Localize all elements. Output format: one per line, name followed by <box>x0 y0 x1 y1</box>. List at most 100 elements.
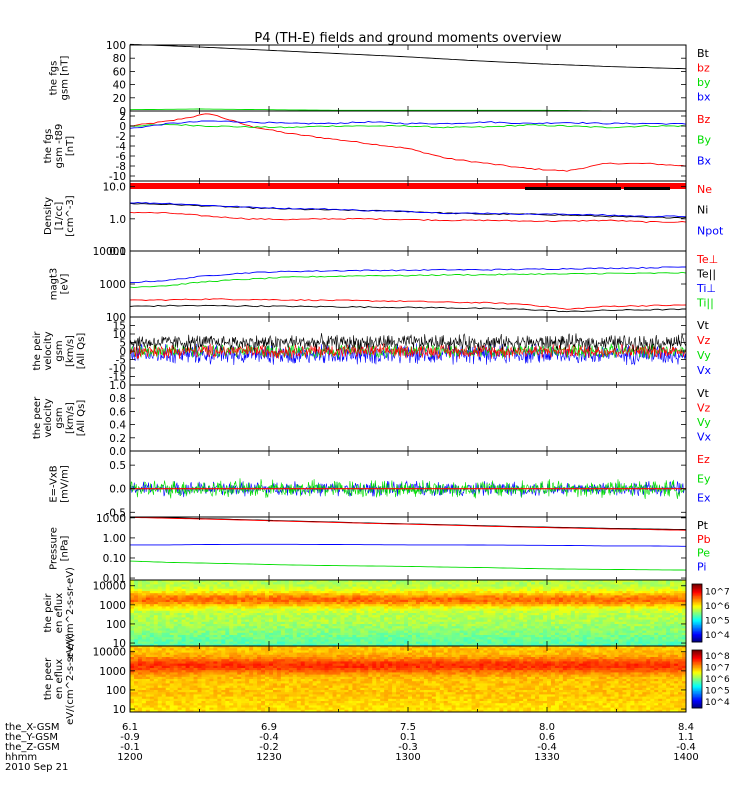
ytick-label: 1.0 <box>109 380 126 392</box>
panel-3-ylabel-line: [eV] <box>60 274 71 295</box>
panel-4-ylabel-line: the peir <box>32 331 43 371</box>
panel-8-ylabel-line: en eflux <box>54 593 65 633</box>
panel-2-ylabel-line: [1/cc] <box>54 202 65 231</box>
flag-bar-black <box>624 187 670 190</box>
legend-entry-te: Te|| <box>696 268 716 281</box>
panel-2-ylabel-lines: Density[1/cc][cm^-3] <box>43 195 76 236</box>
series-line-ti <box>130 267 686 283</box>
legend-entry-by: by <box>697 76 711 89</box>
legend-entry-vz: Vz <box>697 402 711 415</box>
panel-7-ylabel-line: [nPa] <box>60 535 71 561</box>
series-line-bz <box>130 114 686 172</box>
panel-5-ylabel-line: velocity <box>43 398 54 437</box>
legend-entry-pt: Pt <box>697 519 709 532</box>
colorbar-tick-label: 10^6 <box>705 602 730 612</box>
ytick-label: 10000 <box>93 581 126 593</box>
ytick-label: 0.5 <box>109 460 126 472</box>
series-line-by <box>130 124 686 128</box>
panel-9-spectrogram <box>130 646 686 712</box>
panel-0-ylabel-line: the fgs <box>49 61 60 96</box>
panel-6-ylabel-line: E=-VxB <box>49 465 60 502</box>
ytick-label: 100 <box>106 40 126 52</box>
legend-entry-ti: Ti⊥ <box>696 282 716 295</box>
legend-entry-ez: Ez <box>697 453 710 466</box>
colorbar-tick-label: 10^7 <box>705 587 730 597</box>
ytick-label: 10000 <box>93 246 126 258</box>
ytick-label: 0.8 <box>109 393 126 405</box>
panel-2-ylabel-line: [cm^-3] <box>65 195 76 236</box>
ytick-label: 0.6 <box>109 406 126 418</box>
legend-entry-pe: Pe <box>697 547 710 560</box>
legend-entry-bz: bz <box>697 62 710 75</box>
legend-entry-vz: Vz <box>697 334 711 347</box>
panel-9-ylabel-line: eV/(cm^2-s-sr-eV) <box>65 633 76 725</box>
legend-entry-vy: Vy <box>697 349 711 362</box>
colorbar-tick-label: 10^4 <box>705 631 730 641</box>
panel-5-ylabel-line: [All Qs] <box>76 400 87 437</box>
panel-0-ylabel-line: gsm [nT] <box>60 56 71 101</box>
panel-4-ylabel-line: [km/s] <box>65 335 76 367</box>
panel-5-ylabel-line: gsm <box>54 407 65 428</box>
panel-7-ylabel-line: Pressure <box>49 527 60 570</box>
panel-4-ylabel-line: velocity <box>43 331 54 370</box>
legend-entry-ey: Ey <box>697 472 711 485</box>
ytick-label: 1000 <box>99 600 126 612</box>
panel-4-ylabel-line: gsm <box>54 340 65 361</box>
legend-entry-npot: Npot <box>697 224 724 237</box>
panel-6-ylabel-lines: E=-VxB[mV/m] <box>49 465 71 503</box>
ytick-label: 1.0 <box>109 214 126 226</box>
series-line-te <box>130 299 686 310</box>
legend-entry-vx: Vx <box>697 431 712 444</box>
legend-entry-ni: Ni <box>697 204 708 217</box>
legend-entry-ne: Ne <box>697 183 712 196</box>
colorbar-tick-label: 10^5 <box>705 616 730 626</box>
legend-entry-bx: bx <box>697 91 711 104</box>
panel-4-ylabel-line: [All Qs] <box>76 333 87 370</box>
series-line-pi <box>130 544 686 546</box>
ytick-label: 1.00 <box>103 533 126 545</box>
panel-8-ylabel-line: the peir <box>43 593 54 633</box>
panel-0-frame <box>130 45 686 111</box>
ytick-label: 2 <box>119 111 126 123</box>
panel-1-ylabel-line: [nT] <box>65 136 76 156</box>
ytick-label: 20 <box>113 93 126 105</box>
series-line-ti <box>130 272 686 287</box>
ytick-label: 10.0 <box>103 182 126 194</box>
ytick-label: 100 <box>106 619 126 631</box>
legend-entry-bz: Bz <box>697 113 711 126</box>
legend-entry-vx: Vx <box>697 364 712 377</box>
ytick-label: 0.10 <box>103 553 126 565</box>
series-line-pe <box>130 561 686 570</box>
ytick-label: 10.00 <box>96 513 126 525</box>
legend-entry-vt: Vt <box>697 319 710 332</box>
panel-7-ylabel-lines: Pressure[nPa] <box>49 527 71 570</box>
ytick-label: 60 <box>113 66 126 78</box>
legend-entry-te: Te⊥ <box>696 253 718 266</box>
ytick-label: 15 <box>113 321 126 333</box>
legend-entry-by: By <box>697 134 712 147</box>
legend-entry-ex: Ex <box>697 492 711 505</box>
series-line-ne <box>130 212 686 222</box>
legend-entry-pi: Pi <box>697 560 706 573</box>
panel-3-ylabel-lines: magt3[eV] <box>49 268 71 301</box>
ytick-label: 40 <box>113 80 126 92</box>
legend-entry-bt: Bt <box>697 47 710 60</box>
ytick-label: 0.0 <box>109 446 126 458</box>
flag-bar-black <box>525 187 621 190</box>
panel-7-frame <box>130 517 686 580</box>
ytick-label: 0.4 <box>109 420 126 432</box>
panel-8-spectrogram <box>130 580 686 646</box>
panel-6-ylabel-line: [mV/m] <box>60 465 71 503</box>
panel-1-ylabel-line: gsm -t89 <box>54 124 65 169</box>
legend-entry-vt: Vt <box>697 387 710 400</box>
legend-entry-ti: Ti|| <box>696 297 714 310</box>
panel-1-ylabel-line: the fgs <box>43 129 54 164</box>
panel-9-ylabel-line: the peer <box>43 657 54 700</box>
panel-2-ylabel-line: Density <box>43 197 54 235</box>
